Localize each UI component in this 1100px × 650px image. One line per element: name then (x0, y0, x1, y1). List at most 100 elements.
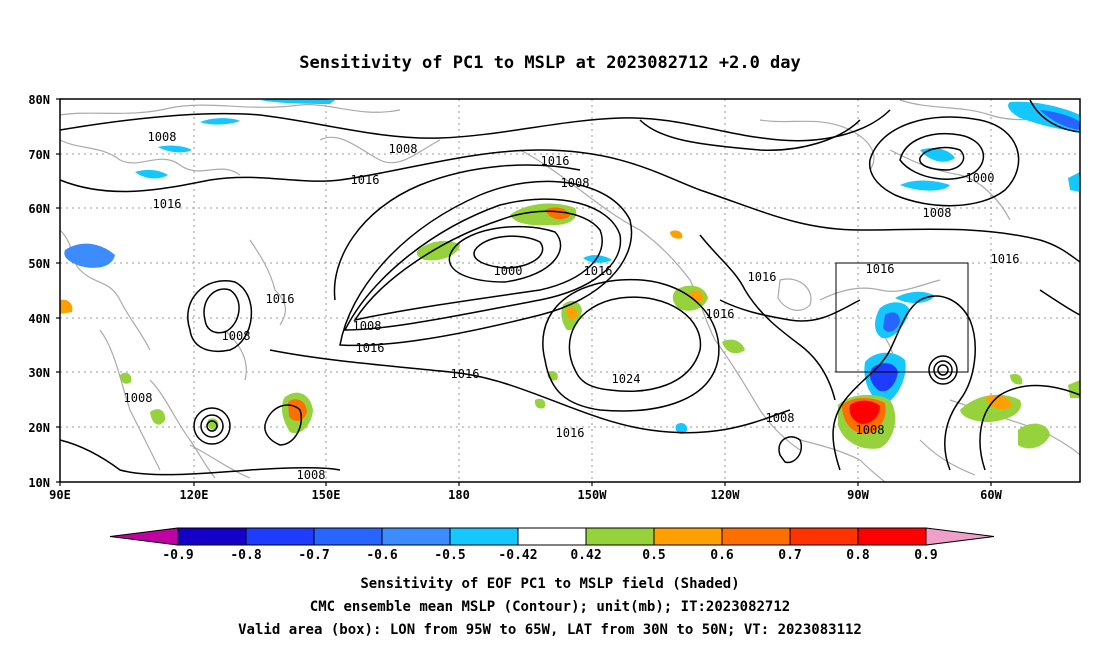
lat-label: 70N (28, 148, 50, 162)
shade-pos-atl-small (1010, 374, 1023, 385)
shade-pos-india (60, 299, 73, 314)
contour-label: 1016 (451, 367, 480, 381)
shade-pos-alaska (670, 230, 683, 239)
lat-label: 50N (28, 257, 50, 271)
contour-label: 1016 (748, 270, 777, 284)
shade-pos-mid-pacific-core (566, 307, 578, 320)
lon-label: 150W (578, 488, 608, 502)
shade-pos-bering-core (545, 207, 570, 220)
contour-label: 1008 (923, 206, 952, 220)
colorbar-cell (517, 527, 587, 546)
shade-neg-small-3 (200, 118, 240, 125)
contour-label: 1016 (351, 173, 380, 187)
shade-neg-great-lakes (895, 291, 935, 304)
contour-label: 1008 (148, 130, 177, 144)
colorbar-label: 0.6 (710, 548, 734, 563)
colorbar-label: 0.7 (778, 548, 801, 563)
caption-line-1: Sensitivity of EOF PC1 to MSLP field (Sh… (360, 576, 739, 592)
shade-pos-baja (722, 339, 745, 354)
shade-pos-w-pacific-core (288, 399, 307, 421)
contour-label: 1016 (991, 252, 1020, 266)
caption-line-3: Valid area (box): LON from 95W to 65W, L… (238, 622, 862, 638)
shade-neg-greenland (900, 180, 950, 191)
lat-label: 10N (28, 476, 50, 490)
colorbar-cell (721, 527, 791, 546)
contour-label: 1016 (584, 264, 613, 278)
caption: Sensitivity of EOF PC1 to MSLP field (Sh… (238, 576, 862, 638)
colorbar-label: -0.7 (298, 548, 329, 563)
contour-label: 1016 (541, 154, 570, 168)
colorbar-label: -0.8 (230, 548, 261, 563)
lon-label: 180 (448, 488, 470, 502)
contour-label: 1000 (966, 171, 995, 185)
colorbar-label: 0.8 (846, 548, 870, 563)
colorbar-label: -0.5 (434, 548, 465, 563)
lat-label: 80N (28, 93, 50, 107)
contour-label: 1008 (124, 391, 153, 405)
shade-pos-tiny (534, 398, 546, 409)
colorbar-cell (449, 527, 519, 546)
colorbar-cell (857, 527, 927, 546)
shade-pos-scs (150, 409, 166, 425)
contour-label: 1016 (556, 426, 585, 440)
colorbar-label: 0.42 (570, 548, 601, 563)
caption-line-2: CMC ensemble mean MSLP (Contour); unit(m… (310, 599, 790, 615)
colorbar-cell (177, 527, 247, 546)
mslp-contours (59, 99, 1081, 476)
colorbar-cell (381, 527, 451, 546)
lon-label: 120E (180, 488, 209, 502)
lon-label: 150E (312, 488, 341, 502)
shade-pos-atlantic-2 (1018, 423, 1050, 449)
contour-label: 1016 (153, 197, 182, 211)
lon-label: 90W (847, 488, 869, 502)
shade-neg-asia (64, 243, 115, 268)
colorbar: -0.9 -0.8 -0.7 -0.6 -0.5 -0.42 0.42 0.5 0.6 0.7 0.… (109, 527, 995, 563)
colorbar-cell (109, 527, 179, 546)
shade-neg-small (158, 145, 192, 153)
contour-label: 1024 (612, 372, 641, 386)
shade-neg-mid (583, 255, 612, 263)
contour-label: 1008 (561, 176, 590, 190)
colorbar-labels: -0.9 -0.8 -0.7 -0.6 -0.5 -0.42 0.42 0.5 0.6 0.7 0.… (162, 548, 937, 563)
shade-neg-greenland-2 (920, 147, 955, 162)
contour-label: 1008 (222, 329, 251, 343)
colorbar-cell (585, 527, 655, 546)
axis-ticks (56, 98, 992, 486)
shade-pos-gulf-core (849, 400, 880, 424)
contour-label: 1008 (297, 468, 326, 482)
contour-label: 1008 (766, 411, 795, 425)
shade-neg-top (260, 98, 335, 104)
lat-axis: 80N 70N 60N 50N 40N 30N 20N 10N (28, 93, 50, 490)
lon-label: 60W (980, 488, 1002, 502)
shade-neg-east (1068, 172, 1080, 192)
contour-label: 1016 (866, 262, 895, 276)
contour-label: 1016 (356, 341, 385, 355)
lon-label: 120W (711, 488, 741, 502)
colorbar-label: 0.5 (642, 548, 665, 563)
colorbar-label: -0.42 (498, 548, 537, 563)
colorbar-cell (925, 527, 995, 546)
colorbar-label: 0.9 (914, 548, 937, 563)
contour-label: 1008 (389, 142, 418, 156)
contour-labels: 1008 1008 1016 1008 1016 1016 1000 1016 … (124, 130, 1020, 482)
shade-neg-pacific (675, 422, 688, 435)
contour-label: 1000 (494, 264, 523, 278)
shade-neg-us-core (883, 312, 900, 332)
lat-label: 20N (28, 421, 50, 435)
contour-label: 1008 (856, 423, 885, 437)
colorbar-cell (245, 527, 315, 546)
lon-axis: 90E 120E 150E 180 150W 120W 90W 60W (49, 488, 1002, 502)
lat-label: 40N (28, 312, 50, 326)
map-panel: 1008 1008 1016 1008 1016 1016 1000 1016 … (28, 93, 1081, 502)
colorbar-cell (313, 527, 383, 546)
shade-pos-small (120, 372, 132, 384)
lat-label: 30N (28, 366, 50, 380)
shade-neg-arctic-core (1040, 110, 1080, 130)
colorbar-label: -0.9 (162, 548, 193, 563)
colorbar-cells (109, 527, 995, 546)
lat-label: 60N (28, 202, 50, 216)
shade-neg-small-2 (135, 169, 168, 179)
colorbar-cell (789, 527, 859, 546)
valid-area-box (835, 262, 969, 373)
